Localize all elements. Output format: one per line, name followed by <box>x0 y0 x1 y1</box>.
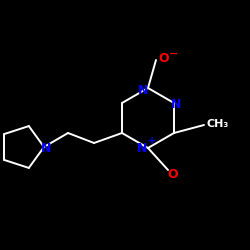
Text: N: N <box>137 142 147 156</box>
Text: O: O <box>159 52 169 66</box>
Text: N: N <box>41 142 51 154</box>
Text: CH₃: CH₃ <box>207 119 229 129</box>
Text: −: − <box>169 49 179 59</box>
Text: O: O <box>168 168 178 180</box>
Text: +: + <box>148 136 156 146</box>
Text: N: N <box>138 84 148 96</box>
Text: N: N <box>171 98 181 110</box>
